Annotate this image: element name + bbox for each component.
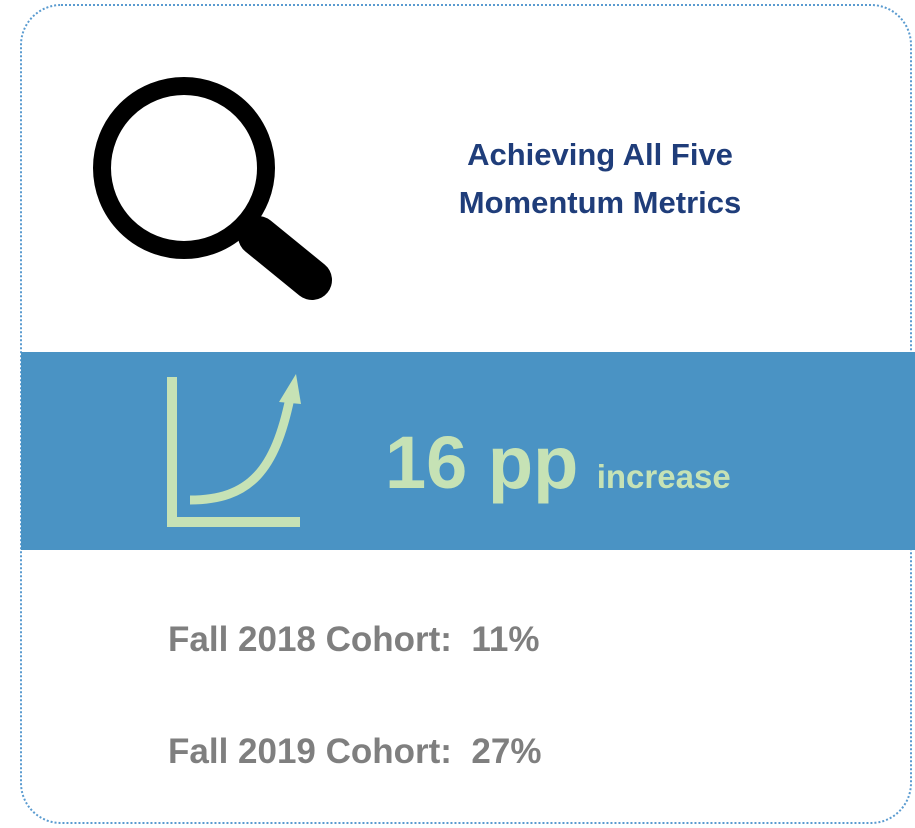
growth-icon: [167, 374, 301, 527]
banner-unit: increase: [597, 458, 731, 495]
banner-text: 16 pp increase: [385, 421, 731, 504]
banner-value: 16 pp: [385, 421, 578, 504]
title-line: Momentum Metrics: [459, 185, 741, 220]
cohort-line: Fall 2019 Cohort: 27%: [168, 732, 541, 771]
magnifier-icon: [93, 77, 332, 300]
title-line: Achieving All Five: [467, 137, 733, 172]
cohort-line: Fall 2018 Cohort: 11%: [168, 620, 540, 659]
